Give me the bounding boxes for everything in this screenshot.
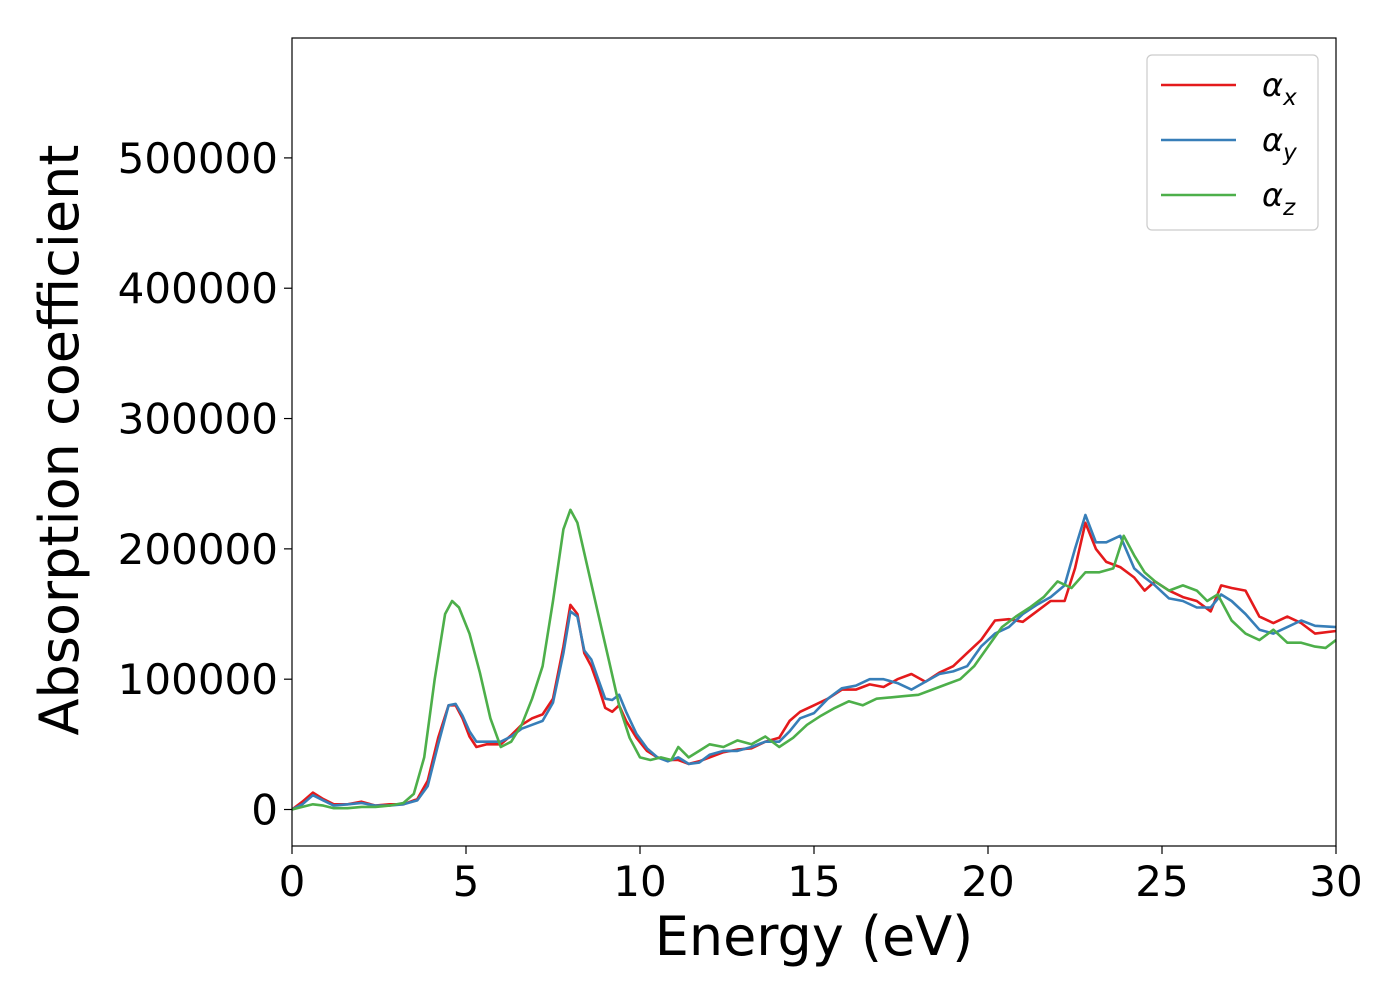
- legend-label-base: α: [1262, 121, 1283, 159]
- x-tick-label: 5: [453, 857, 480, 906]
- y-tick-label: 100000: [118, 655, 278, 704]
- legend-label-subscript: z: [1282, 195, 1296, 221]
- legend-label: αx: [1262, 66, 1297, 111]
- legend-label: αz: [1262, 176, 1296, 221]
- y-tick-label: 200000: [118, 525, 278, 574]
- x-axis-ticks: 0 5 10 15 20 25 30: [279, 846, 1363, 906]
- legend-label-subscript: y: [1282, 140, 1297, 166]
- legend-label-subscript: x: [1282, 85, 1297, 111]
- x-tick-label: 25: [1135, 857, 1188, 906]
- y-tick-label: 500000: [118, 134, 278, 183]
- x-tick-label: 15: [787, 857, 840, 906]
- plot-lines: [291, 508, 1337, 811]
- y-axis-label: Absorption coefficient: [28, 145, 91, 736]
- legend-label: αy: [1262, 121, 1297, 166]
- x-tick-label: 20: [961, 857, 1014, 906]
- x-tick-label: 0: [279, 857, 306, 906]
- x-axis-label: Energy (eV): [655, 905, 974, 968]
- y-tick-label: 0: [251, 786, 278, 835]
- series-line-z: [291, 508, 1337, 811]
- x-tick-label: 10: [613, 857, 666, 906]
- y-tick-label: 300000: [118, 395, 278, 444]
- legend-label-base: α: [1262, 66, 1283, 104]
- y-axis-ticks: 0 100000 200000 300000 400000 500000: [118, 134, 292, 835]
- legend-label-base: α: [1262, 176, 1283, 214]
- series-line-y: [291, 513, 1337, 811]
- legend-box: [1146, 54, 1319, 231]
- y-tick-label: 400000: [118, 264, 278, 313]
- series-line-x: [291, 521, 1337, 811]
- x-tick-label: 30: [1309, 857, 1362, 906]
